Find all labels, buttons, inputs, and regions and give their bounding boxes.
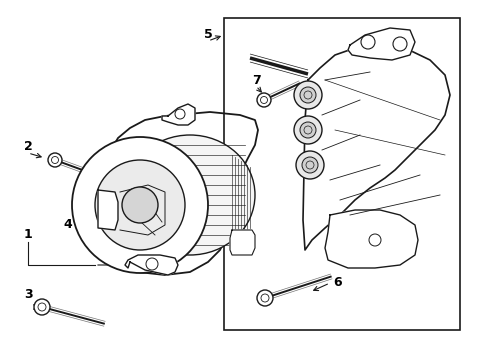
Text: 3: 3 <box>24 288 32 302</box>
Circle shape <box>48 153 62 167</box>
Polygon shape <box>325 210 418 268</box>
Circle shape <box>72 137 208 273</box>
Text: 1: 1 <box>24 228 32 240</box>
Polygon shape <box>162 104 195 125</box>
Text: 4: 4 <box>64 217 73 230</box>
Text: 6: 6 <box>334 276 343 289</box>
Polygon shape <box>303 45 450 250</box>
Ellipse shape <box>125 135 255 255</box>
Polygon shape <box>348 28 415 60</box>
Circle shape <box>302 157 318 173</box>
Circle shape <box>294 116 322 144</box>
Polygon shape <box>125 255 178 275</box>
Text: 7: 7 <box>252 73 260 86</box>
Bar <box>224 18 460 330</box>
Circle shape <box>294 81 322 109</box>
Polygon shape <box>98 112 258 275</box>
Circle shape <box>34 299 50 315</box>
Circle shape <box>300 87 316 103</box>
Polygon shape <box>98 190 118 230</box>
Text: 2: 2 <box>24 140 32 153</box>
Circle shape <box>257 290 273 306</box>
Circle shape <box>95 160 185 250</box>
Circle shape <box>296 151 324 179</box>
Circle shape <box>122 187 158 223</box>
Circle shape <box>300 122 316 138</box>
Circle shape <box>257 93 271 107</box>
Polygon shape <box>230 230 255 255</box>
Text: 5: 5 <box>204 28 212 41</box>
